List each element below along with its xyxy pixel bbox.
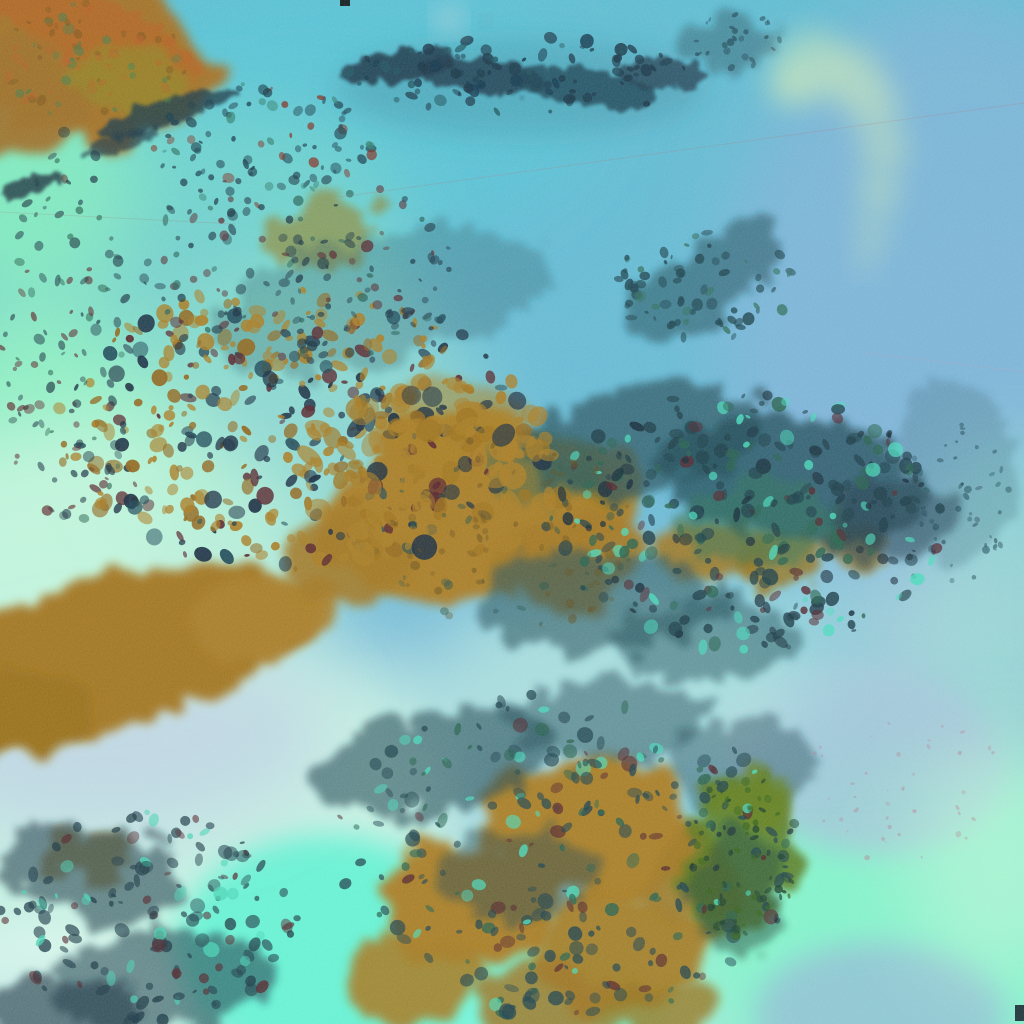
sensor-grain-overlay [0,0,1024,1024]
satellite-image-viewport [0,0,1024,1024]
false-color-satellite-image [0,0,1024,1024]
